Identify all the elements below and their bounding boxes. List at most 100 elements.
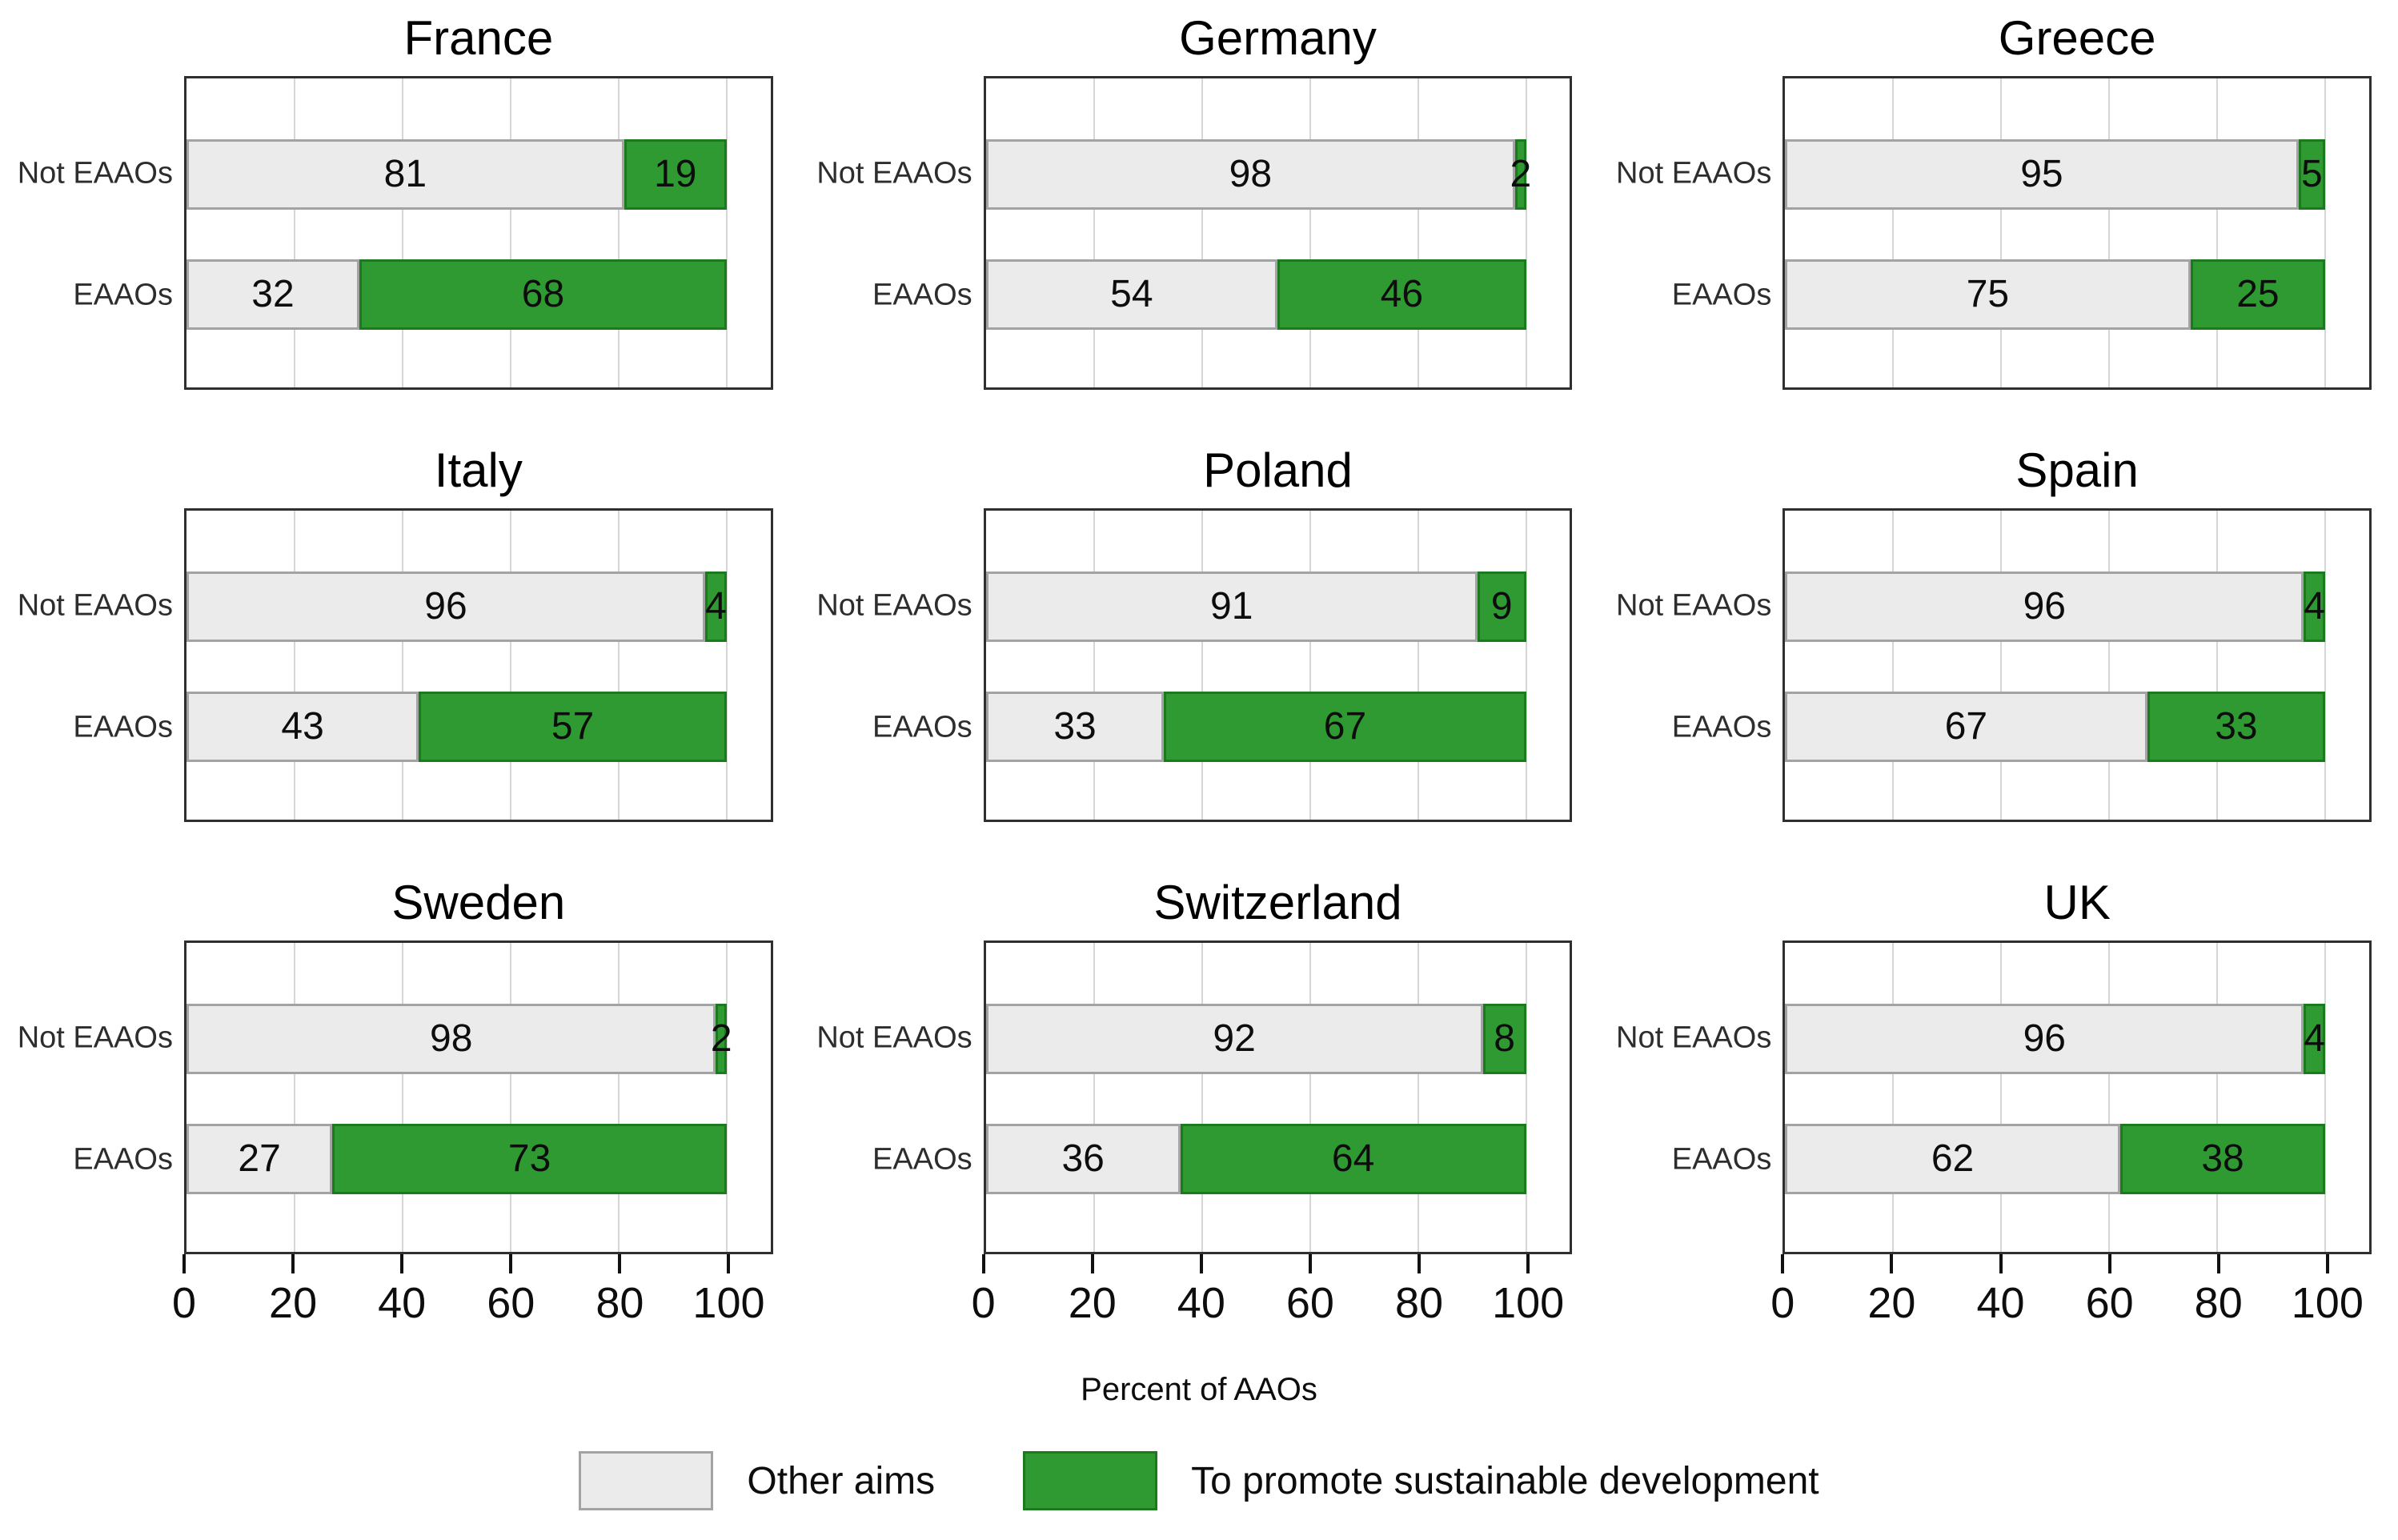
gridline-x40: [1201, 511, 1203, 820]
stacked-bar: 96 4: [186, 571, 727, 642]
bar-segment-other-aims: [186, 138, 624, 210]
bar-segment-sustainable-development: [704, 571, 727, 642]
stacked-bar: 62 38: [1785, 1124, 2326, 1195]
bar-value-label: 8: [1494, 1017, 1515, 1060]
stacked-bar: 67 33: [1785, 692, 2326, 763]
gridline-x100: [2324, 78, 2327, 387]
x-axis-spacer: [1598, 1254, 1782, 1354]
category-label: EAAOs: [1671, 278, 1772, 312]
x-axis: 0 20 40 60 80 100: [800, 1254, 1599, 1354]
x-tick-label-40: 40: [378, 1279, 427, 1327]
bar-segment-other-aims: [1785, 1124, 2120, 1195]
facet-title: France: [403, 11, 554, 65]
x-axis: 0 20 40 60 80 100: [1598, 1254, 2398, 1354]
plot-panel: 96 4 43 57: [184, 508, 773, 822]
bar-value-label: 96: [2023, 584, 2066, 628]
bar-segment-other-aims: [1785, 571, 2304, 642]
facet-body: Not EAAOs EAAOs 91 9 33 67: [800, 508, 1599, 822]
bar-value-label: 81: [383, 152, 427, 195]
bar-segment-sustainable-development: [359, 259, 727, 331]
facet-body: Not EAAOs EAAOs 98 2 54 46: [800, 76, 1599, 390]
gridline-x40: [401, 78, 403, 387]
gridline-x20: [1892, 78, 1895, 387]
bar-value-label: 96: [2023, 1017, 2066, 1060]
bar-segment-sustainable-development: [419, 692, 727, 763]
gridline-x40: [1201, 78, 1203, 387]
bar-value-label: 96: [424, 584, 467, 628]
stacked-bar: 81 19: [186, 138, 727, 210]
bar-value-label: 67: [1944, 705, 1988, 748]
bar-segment-sustainable-development: [624, 138, 727, 210]
category-label: Not EAAOs: [1616, 1021, 1772, 1055]
legend-swatch-other-aims: [579, 1451, 714, 1510]
y-axis-labels: Not EAAOs EAAOs: [1598, 76, 1782, 390]
stacked-bar: 95 5: [1785, 138, 2326, 210]
bar-value-label: 5: [2301, 152, 2323, 195]
x-tick-80: [1418, 1254, 1422, 1273]
category-label: EAAOs: [872, 1142, 972, 1177]
x-axis-scale: 0 20 40 60 80 100: [172, 1254, 765, 1354]
facet-grid: France Not EAAOs EAAOs 81 19 32 68 Germany N…: [0, 0, 2398, 1354]
bar-segment-other-aims: [985, 692, 1165, 763]
bar-segment-sustainable-development: [1164, 692, 1526, 763]
x-tick-40: [400, 1254, 404, 1273]
legend-item-other-aims: Other aims: [579, 1451, 935, 1510]
facet-body: Not EAAOs EAAOs 96 4 67 33: [1598, 508, 2398, 822]
gridline-x40: [2000, 943, 2003, 1252]
y-axis-labels: Not EAAOs EAAOs: [1598, 508, 1782, 822]
x-tick-label-60: 60: [2085, 1279, 2134, 1327]
facet-title: Poland: [1203, 443, 1353, 497]
x-tick-label-60: 60: [487, 1279, 535, 1327]
x-tick-label-100: 100: [1492, 1279, 1565, 1327]
gridline-x60: [1309, 78, 1311, 387]
gridline-x80: [1417, 511, 1419, 820]
facet-panel: Greece Not EAAOs EAAOs 95 5 75 25: [1598, 0, 2398, 390]
x-tick-20: [291, 1254, 295, 1273]
x-tick-80: [618, 1254, 622, 1273]
bar-segment-sustainable-development: [2119, 1124, 2326, 1195]
x-tick-40: [1999, 1254, 2003, 1273]
plot-panel: 92 8 36 64: [983, 940, 1573, 1254]
bar-segment-other-aims: [1785, 138, 2299, 210]
stacked-bar: 75 25: [1785, 259, 2326, 331]
x-tick-label-80: 80: [1394, 1279, 1444, 1327]
stacked-bar: 33 67: [985, 692, 1526, 763]
x-tick-100: [1526, 1254, 1530, 1273]
bar-segment-sustainable-development: [2298, 138, 2326, 210]
category-label: EAAOs: [73, 278, 173, 312]
bar-segment-other-aims: [186, 692, 419, 763]
x-tick-label-20: 20: [269, 1279, 318, 1327]
facet-title: Italy: [434, 443, 523, 497]
y-axis-labels: Not EAAOs EAAOs: [800, 76, 984, 390]
bar-value-label: 73: [507, 1137, 551, 1181]
x-tick-label-100: 100: [692, 1279, 765, 1327]
category-label: Not EAAOs: [1616, 588, 1772, 623]
x-axis-scale: 0 20 40 60 80 100: [1770, 1254, 2364, 1354]
gridline-x20: [1892, 943, 1895, 1252]
gridline-x80: [1417, 943, 1419, 1252]
bar-value-label: 57: [551, 705, 595, 748]
facet-body: Not EAAOs EAAOs 96 4 62 38: [1598, 940, 2398, 1254]
bar-value-label: 67: [1323, 705, 1367, 748]
plot-panel: 95 5 75 25: [1782, 76, 2372, 390]
bar-value-label: 92: [1213, 1017, 1256, 1060]
bar-segment-other-aims: [985, 571, 1478, 642]
plot-panel: 96 4 62 38: [1782, 940, 2372, 1254]
x-axis-spacer: [0, 1254, 184, 1354]
category-label: EAAOs: [1671, 1142, 1772, 1177]
gridline-x60: [509, 78, 511, 387]
gridline-x100: [1525, 943, 1527, 1252]
plot-panel: 98 2 27 73: [184, 940, 773, 1254]
x-axis-spacer: [800, 1254, 984, 1354]
gridline-x80: [1417, 78, 1419, 387]
gridline-x100: [1525, 511, 1527, 820]
bar-value-label: 4: [2304, 584, 2326, 628]
category-label: EAAOs: [1671, 710, 1772, 744]
bar-value-label: 32: [251, 273, 295, 316]
x-tick-60: [2107, 1254, 2111, 1273]
plot-panel: 91 9 33 67: [983, 508, 1573, 822]
bar-segment-sustainable-development: [1277, 259, 1526, 331]
x-tick-label-100: 100: [2291, 1279, 2364, 1327]
stacked-bar: 43 57: [186, 692, 727, 763]
